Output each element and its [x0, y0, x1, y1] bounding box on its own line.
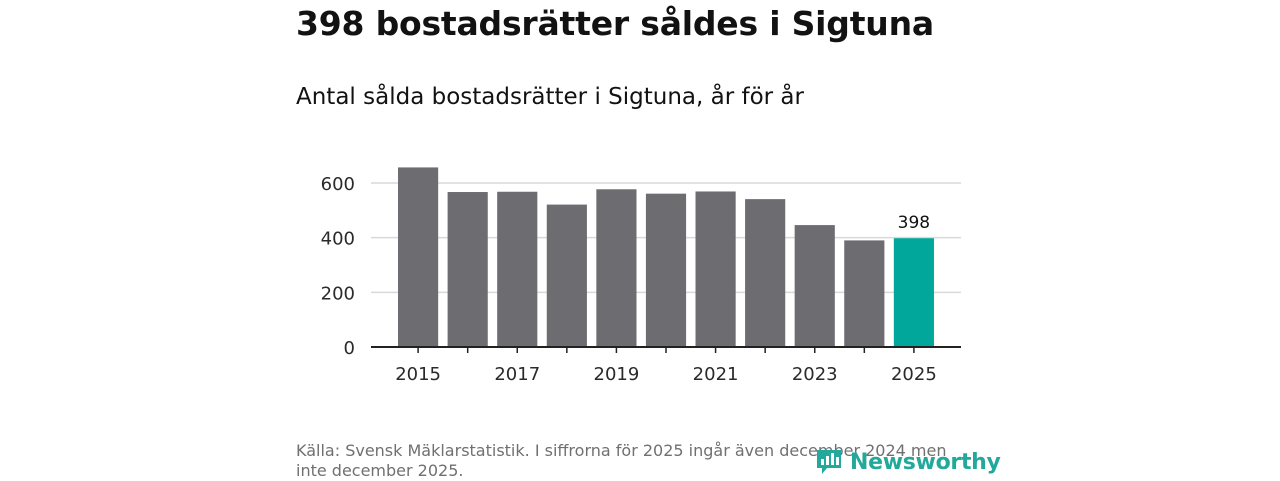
- x-tick-label: 2017: [494, 364, 540, 385]
- chart-subtitle: Antal sålda bostadsrätter i Sigtuna, år …: [296, 84, 804, 110]
- x-tick-label: 2025: [891, 364, 937, 385]
- bar: [497, 191, 538, 347]
- chart-title: 398 bostadsrätter såldes i Sigtuna: [296, 4, 934, 43]
- newsworthy-logo-icon: [817, 450, 841, 474]
- y-tick-label: 400: [321, 229, 355, 250]
- bar: [844, 240, 885, 347]
- bar: [794, 225, 835, 347]
- newsworthy-logo-text: Newsworthy: [850, 449, 1001, 475]
- x-tick-label: 2021: [693, 364, 739, 385]
- x-tick-label: 2019: [594, 364, 640, 385]
- bar: [398, 167, 439, 347]
- bar: [745, 199, 786, 347]
- x-tick-label: 2023: [792, 364, 838, 385]
- x-tick-label: 2015: [395, 364, 441, 385]
- bar: [645, 193, 687, 347]
- bar: [695, 191, 736, 347]
- data-label: 398: [898, 213, 930, 233]
- y-tick-label: 200: [321, 283, 355, 304]
- axes: [371, 346, 961, 353]
- y-tick-label: 600: [321, 174, 355, 195]
- bar: [546, 204, 587, 347]
- newsworthy-logo: Newsworthy: [814, 444, 1001, 480]
- y-tick-label: 0: [344, 338, 355, 359]
- bar-highlight: [893, 238, 934, 347]
- labels: 0 200 400 600 2015 2017 2019 2021 2023 2025 398: [321, 174, 937, 385]
- bar: [447, 192, 488, 347]
- bars: [398, 167, 934, 347]
- bar: [596, 189, 637, 347]
- source-note: Källa: Svensk Mäklarstatistik. I siffror…: [296, 441, 947, 480]
